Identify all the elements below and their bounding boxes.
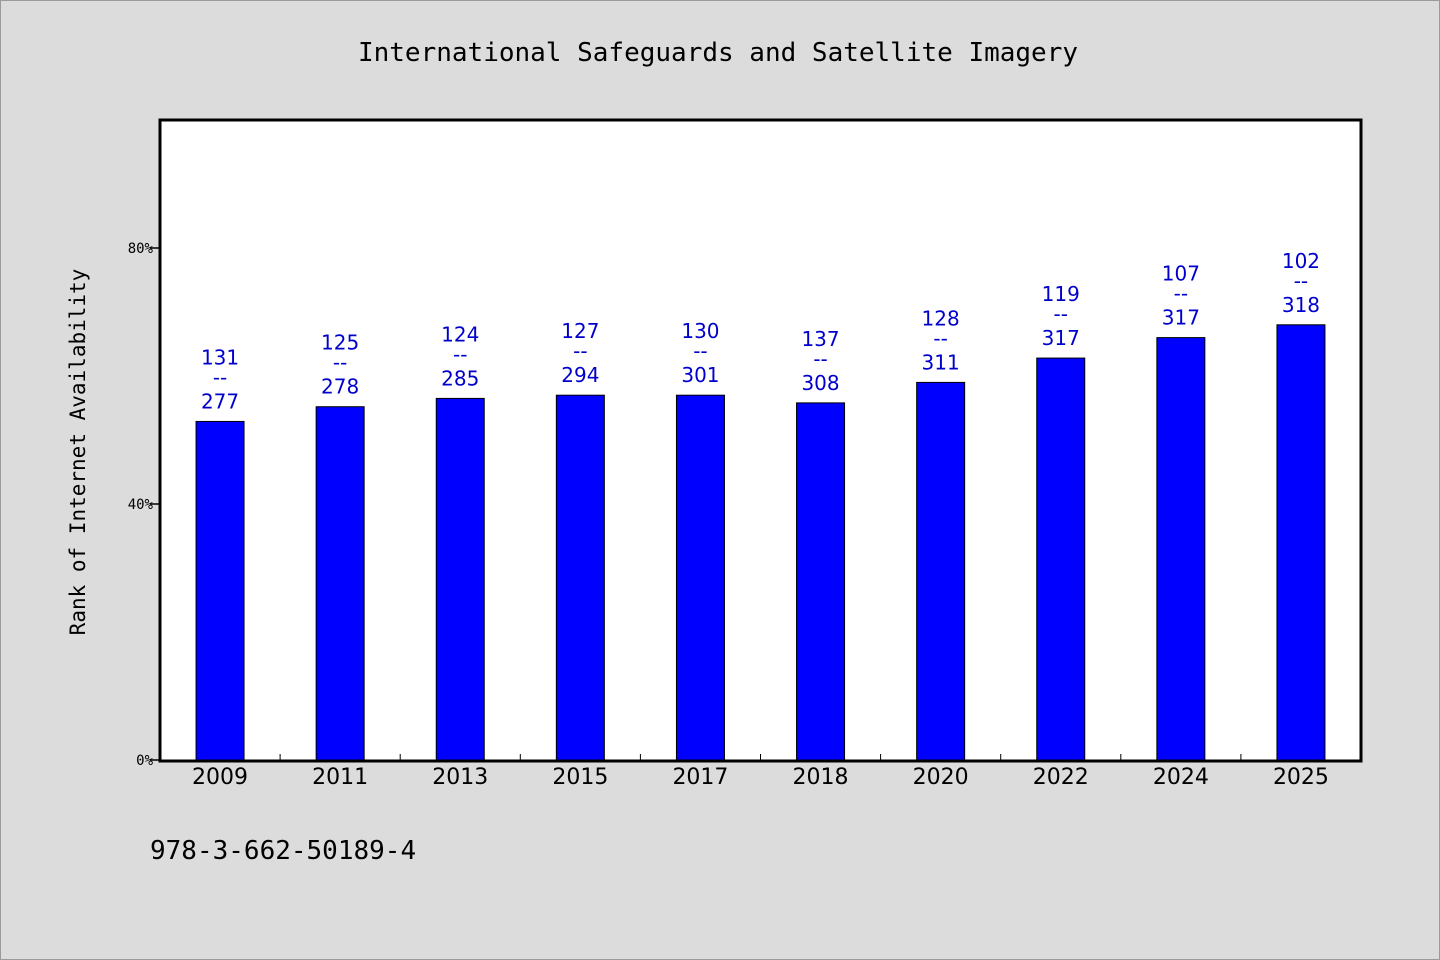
data-label-top: 128 [922,306,960,330]
bar-2020 [916,381,966,761]
data-label-top: 102 [1282,249,1320,273]
y-axis-label: Rank of Internet Availability [66,269,90,636]
x-tick-label: 2015 [552,765,608,790]
data-label-top: 127 [561,319,599,343]
data-label-top: 131 [201,345,239,369]
y-axis-ticks: 0% 40% 80% [128,241,160,769]
data-label-separator: -- [1294,269,1308,293]
x-tick-label: 2025 [1273,765,1329,790]
data-label-bottom: 318 [1282,293,1320,317]
data-label-bottom: 294 [561,363,599,387]
data-label-top: 119 [1042,282,1080,306]
data-label-separator: -- [213,365,227,389]
x-tick-label: 2011 [312,765,368,790]
x-tick-label: 2018 [793,765,849,790]
data-label-bottom: 285 [441,366,479,390]
bar-2025 [1276,324,1326,761]
data-label-bottom: 308 [801,371,839,395]
x-tick-label: 2024 [1153,765,1209,790]
bar-2011 [315,406,365,761]
data-label-top: 124 [441,322,479,346]
data-label-bottom: 317 [1042,326,1080,350]
chart-title: International Safeguards and Satellite I… [358,38,1078,68]
data-label-separator: -- [1054,302,1068,326]
data-label-separator: -- [453,342,467,366]
data-label-separator: -- [693,339,707,363]
data-label-top: 130 [681,319,719,343]
y-tick-label: 0% [136,753,153,769]
bar-2017 [675,394,725,761]
data-label-separator: -- [933,326,947,350]
x-tick-label: 2020 [913,765,969,790]
x-tick-label: 2013 [432,765,488,790]
data-label-separator: -- [333,351,347,375]
x-tick-label: 2009 [192,765,248,790]
y-tick-label: 80% [128,241,154,257]
bar-2024 [1156,337,1206,761]
data-labels: 277--131278--125285--124294--127301--130… [201,249,1320,414]
bar-2022 [1036,357,1086,761]
data-label-top: 137 [801,327,839,351]
bar-2018 [796,402,846,761]
x-tick-label: 2022 [1033,765,1089,790]
data-label-bottom: 301 [681,363,719,387]
x-tick-label: 2017 [672,765,728,790]
data-label-bottom: 311 [922,350,960,374]
data-label-bottom: 278 [321,375,359,399]
data-label-top: 125 [321,331,359,355]
bar-2009 [195,420,245,761]
data-label-separator: -- [813,347,827,371]
data-label-separator: -- [1174,282,1188,306]
data-label-separator: -- [573,339,587,363]
bar-2013 [435,397,485,761]
data-label-bottom: 317 [1162,306,1200,330]
x-axis-tick-labels: 2009 2011 2013 2015 2017 2018 2020 2022 2024 2025 [192,754,1329,790]
data-label-top: 107 [1162,262,1200,286]
bar-2015 [555,394,605,761]
bars [195,324,1326,761]
y-tick-label: 40% [128,497,154,513]
isbn-text: 978-3-662-50189-4 [150,836,417,866]
data-label-bottom: 277 [201,389,239,413]
